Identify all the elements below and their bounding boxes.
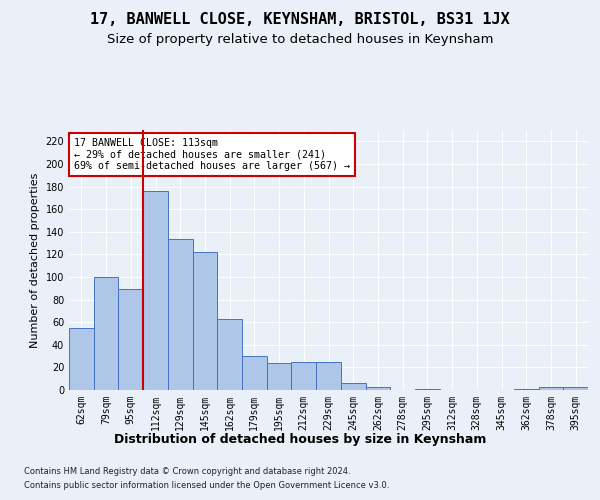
- Bar: [292, 362, 316, 390]
- Bar: [539, 386, 563, 390]
- Bar: [143, 191, 168, 390]
- Bar: [365, 386, 390, 390]
- Text: Size of property relative to detached houses in Keynsham: Size of property relative to detached ho…: [107, 32, 493, 46]
- Text: Contains public sector information licensed under the Open Government Licence v3: Contains public sector information licen…: [24, 481, 389, 490]
- Bar: [563, 386, 588, 390]
- Bar: [168, 238, 193, 390]
- Bar: [415, 389, 440, 390]
- Text: Distribution of detached houses by size in Keynsham: Distribution of detached houses by size …: [114, 432, 486, 446]
- Bar: [341, 383, 365, 390]
- Text: 17, BANWELL CLOSE, KEYNSHAM, BRISTOL, BS31 1JX: 17, BANWELL CLOSE, KEYNSHAM, BRISTOL, BS…: [90, 12, 510, 28]
- Text: 17 BANWELL CLOSE: 113sqm
← 29% of detached houses are smaller (241)
69% of semi-: 17 BANWELL CLOSE: 113sqm ← 29% of detach…: [74, 138, 350, 171]
- Y-axis label: Number of detached properties: Number of detached properties: [30, 172, 40, 348]
- Bar: [94, 277, 118, 390]
- Bar: [267, 363, 292, 390]
- Bar: [193, 252, 217, 390]
- Text: Contains HM Land Registry data © Crown copyright and database right 2024.: Contains HM Land Registry data © Crown c…: [24, 468, 350, 476]
- Bar: [316, 362, 341, 390]
- Bar: [242, 356, 267, 390]
- Bar: [217, 319, 242, 390]
- Bar: [118, 290, 143, 390]
- Bar: [69, 328, 94, 390]
- Bar: [514, 389, 539, 390]
